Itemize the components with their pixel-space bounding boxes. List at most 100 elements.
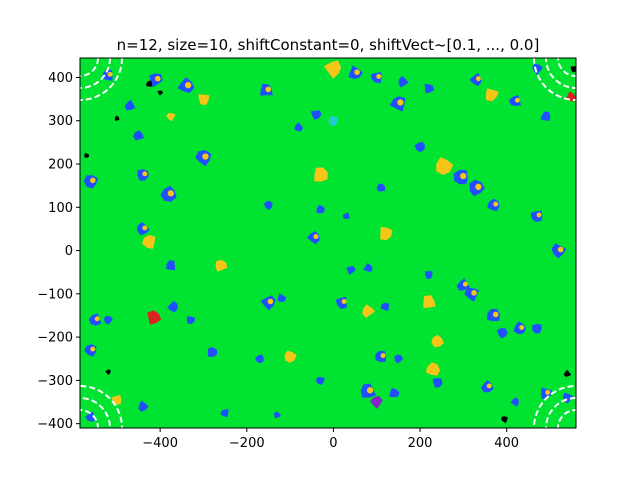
heatmap-patch-core [536, 212, 542, 218]
heatmap-patch [142, 234, 156, 249]
heatmap-patch [310, 110, 322, 120]
heatmap-patch [501, 416, 508, 424]
heatmap-patch [398, 75, 409, 88]
heatmap-patch [376, 183, 386, 192]
heatmap-patch [277, 293, 287, 302]
heatmap-patch [563, 369, 572, 377]
heatmap-patch-core [475, 183, 482, 190]
heatmap-patch [540, 111, 551, 121]
heatmap-patch [207, 347, 217, 357]
heatmap-patch-core [460, 172, 467, 180]
y-tick-label: −200 [37, 331, 73, 346]
heatmap-patch [146, 80, 153, 87]
heatmap-patch [425, 362, 440, 376]
heatmap-patch [284, 350, 297, 363]
y-tick-label: 300 [48, 114, 73, 129]
x-axis: −400 −200 0 200 400 [142, 428, 519, 451]
heatmap-patch [570, 66, 576, 73]
heatmap-patch [103, 315, 113, 325]
heatmap-patch [263, 201, 273, 211]
heatmap-patch [414, 141, 426, 153]
heatmap-patch [346, 266, 356, 275]
chart-title: n=12, size=10, shiftConstant=0, shiftVec… [117, 36, 540, 54]
heatmap-patch [111, 394, 122, 405]
heatmap-patch [436, 157, 454, 175]
heatmap-patch [255, 354, 264, 364]
heatmap-patch [469, 72, 482, 87]
heatmap-patch [166, 113, 176, 122]
heatmap-patch [316, 204, 325, 214]
heatmap-patch-core [142, 225, 148, 231]
y-tick-label: 100 [48, 201, 73, 216]
heatmap-patch [138, 400, 149, 412]
heatmap-patch [147, 310, 162, 325]
heatmap-patch-core [202, 153, 209, 160]
heatmap-patch [532, 323, 542, 334]
heatmap-patch-core [267, 298, 274, 305]
heatmap-patch [380, 302, 389, 312]
heatmap-patch [496, 328, 508, 339]
heatmap-patch-core [142, 171, 148, 177]
heatmap-patch [84, 411, 96, 422]
y-tick-label: −100 [37, 287, 73, 302]
heatmap-patch [294, 122, 304, 132]
heatmap-patch [323, 60, 342, 79]
heatmap-patch [114, 115, 120, 121]
x-tick-label: 200 [408, 436, 433, 451]
heatmap-patch-core [376, 74, 382, 79]
heatmap-patch-core [514, 97, 520, 103]
heatmap-patch [198, 94, 210, 106]
heatmap-patch-core [545, 389, 551, 395]
heatmap-patch [215, 259, 228, 272]
heatmap-patch [532, 63, 543, 75]
heatmap-patch [424, 271, 433, 279]
heatmap-patch-core [397, 99, 404, 106]
heatmap-patch-core [519, 325, 525, 330]
heatmap-patch [508, 94, 521, 106]
heatmap-patch-core [492, 311, 499, 318]
heatmap-patch-core [90, 177, 96, 184]
heatmap-patch [431, 334, 444, 348]
y-tick-label: 0 [65, 244, 73, 259]
heatmap-patch [485, 88, 499, 102]
heatmap-patch-core [380, 353, 386, 359]
x-tick-label: −200 [229, 436, 265, 451]
heatmap-patch [432, 378, 443, 388]
heatmap-patch-core [366, 387, 374, 394]
heatmap-patch-core [155, 75, 161, 82]
heatmap-patch [186, 316, 195, 324]
heatmap-patch [167, 300, 178, 313]
heatmap-patches [83, 60, 576, 424]
heatmap-patch [394, 354, 404, 364]
x-tick-label: 400 [494, 436, 519, 451]
y-tick-label: −400 [37, 417, 73, 432]
heatmap-patch [389, 388, 400, 398]
heatmap-patch [380, 226, 393, 241]
heatmap-patch-core [107, 71, 113, 77]
heatmap-patch-core [265, 86, 272, 93]
heatmap-patch [328, 116, 339, 126]
heatmap-patch [342, 212, 350, 220]
heatmap-patch-core [462, 281, 468, 287]
y-axis: −400 −300 −200 −100 0 100 200 300 400 [37, 71, 80, 432]
heatmap-patch [315, 377, 325, 385]
heatmap-patch [165, 260, 176, 271]
heatmap-patch [362, 304, 375, 318]
heatmap-patch-core [94, 316, 100, 322]
heatmap-patch-core [184, 81, 192, 89]
heatmap-patch [220, 409, 229, 418]
heatmap-patch-core [167, 190, 174, 197]
heatmap-patch-core [341, 299, 347, 304]
plot-frame [79, 57, 577, 429]
heatmap-patch [487, 198, 500, 211]
heatmap-patch [84, 152, 90, 158]
heatmap-patch [124, 99, 136, 111]
heatmap-patch [274, 411, 281, 419]
x-tick-label: 0 [329, 436, 337, 451]
y-tick-label: 200 [48, 158, 73, 173]
heatmap-patch [370, 396, 383, 409]
heatmap-patch [424, 84, 435, 94]
heatmap-patch [314, 167, 328, 182]
heatmap-patch-core [557, 246, 564, 253]
